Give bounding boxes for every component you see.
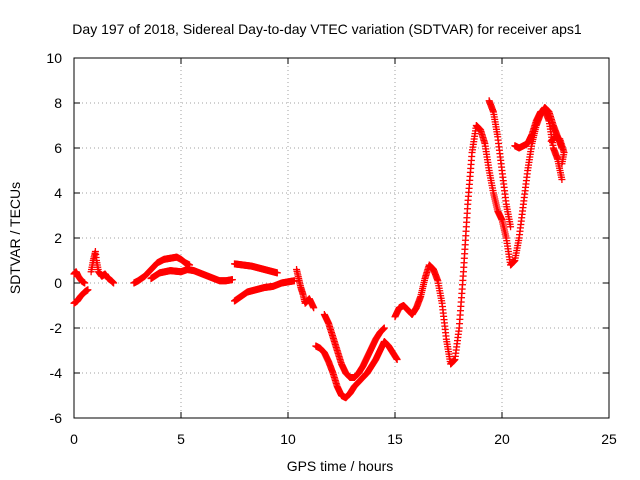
x-tick-label: 25 xyxy=(601,431,617,447)
x-tick-label: 20 xyxy=(494,431,510,447)
data-points xyxy=(70,97,568,402)
tick-layer: 0 5 10 15 20 25 -6 -4 -2 0 2 4 6 8 10 xyxy=(46,50,617,447)
data-point xyxy=(273,269,281,277)
chart-title: Day 197 of 2018, Sidereal Day-to-day VTE… xyxy=(72,21,582,37)
y-tick-label: 2 xyxy=(54,230,62,246)
y-tick-label: -2 xyxy=(50,320,63,336)
x-tick-label: 5 xyxy=(177,431,185,447)
y-tick-label: 4 xyxy=(54,185,62,201)
data-point xyxy=(84,286,92,294)
data-point xyxy=(558,176,566,183)
y-tick-label: 6 xyxy=(54,140,62,156)
y-tick-label: 0 xyxy=(54,275,62,291)
data-point xyxy=(81,279,89,287)
data-point xyxy=(393,356,401,363)
y-axis-label: SDTVAR / TECUs xyxy=(7,182,23,294)
y-tick-label: -6 xyxy=(50,410,63,426)
x-axis-label: GPS time / hours xyxy=(287,458,394,474)
data-point xyxy=(558,160,566,168)
data-point xyxy=(507,223,515,231)
data-point xyxy=(228,276,236,284)
data-point xyxy=(380,324,388,332)
y-tick-label: -4 xyxy=(50,365,63,381)
x-tick-label: 10 xyxy=(280,431,296,447)
x-tick-label: 0 xyxy=(70,431,78,447)
x-tick-label: 15 xyxy=(387,431,403,447)
data-point xyxy=(110,279,118,287)
y-tick-label: 8 xyxy=(54,95,62,111)
data-point xyxy=(310,304,318,312)
y-tick-label: 10 xyxy=(46,50,62,66)
